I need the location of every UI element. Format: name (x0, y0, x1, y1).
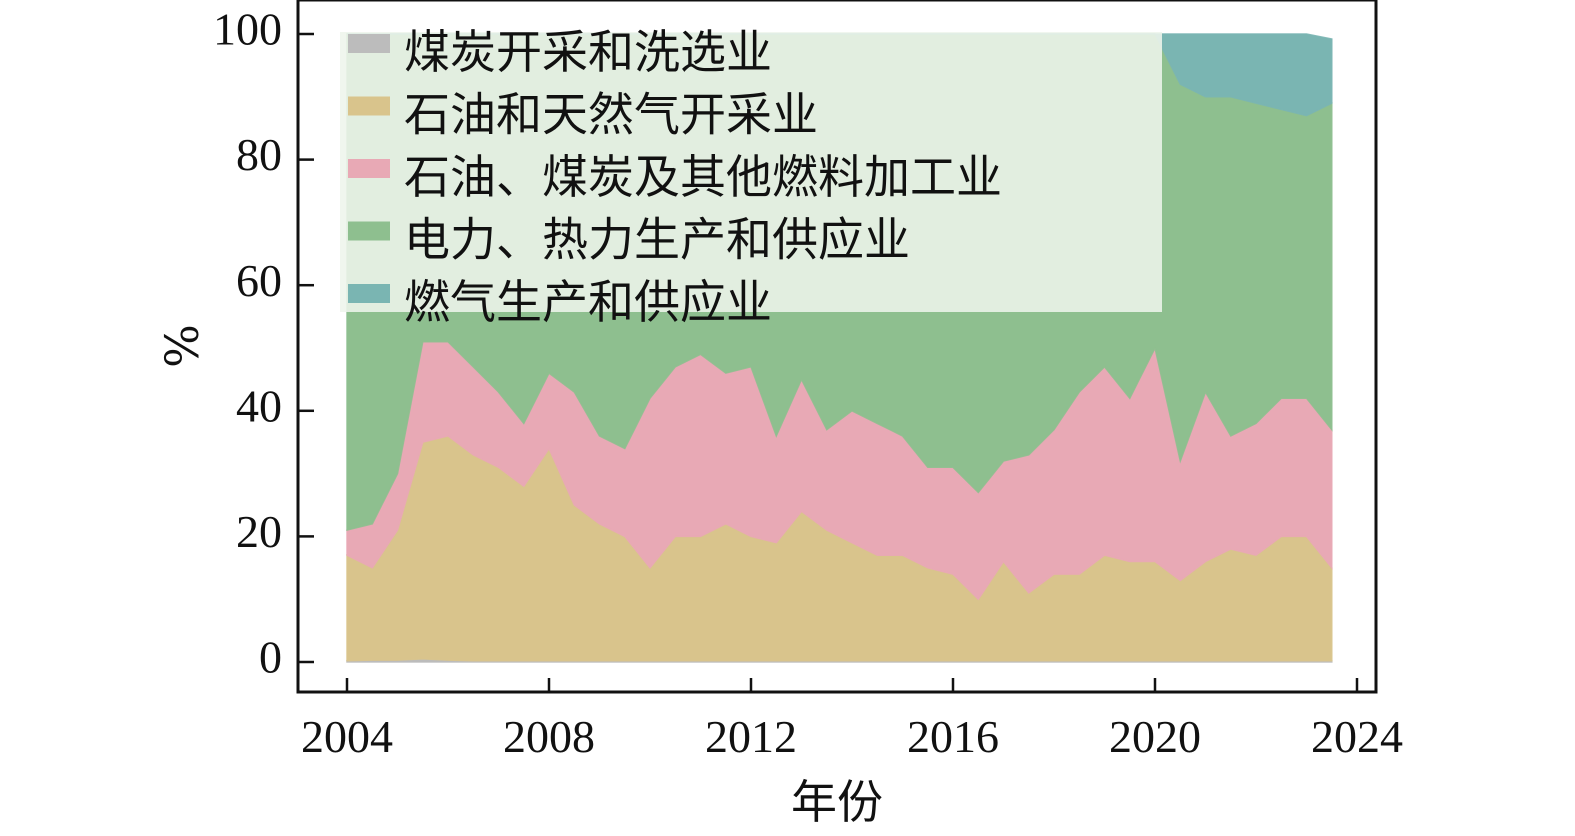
y-axis-label: % (155, 324, 209, 368)
plot-frame (296, 0, 1378, 694)
legend-label-2: 石油、煤炭及其他燃料加工业 (404, 150, 1002, 204)
x-tick-label: 2008 (503, 711, 595, 762)
legend-label-3: 电力、热力生产和供应业 (404, 213, 910, 267)
x-tick-label: 2012 (705, 711, 797, 762)
x-tick-label: 2024 (1311, 711, 1403, 762)
legend-label-4: 燃气生产和供应业 (404, 275, 772, 329)
legend-label-0: 煤炭开采和洗选业 (404, 25, 772, 79)
legend-background (340, 32, 1162, 312)
legend-swatch-1 (348, 96, 390, 116)
y-tick-label: 60 (236, 255, 282, 306)
y-axis: 0 20 40 60 80 100 (213, 4, 314, 683)
x-axis: 2004 2008 2012 2016 2020 2024 (301, 678, 1403, 762)
x-tick-label: 2020 (1109, 711, 1201, 762)
legend-swatch-0 (348, 34, 390, 53)
y-tick-label: 100 (213, 4, 282, 55)
y-tick-label: 20 (236, 506, 282, 557)
legend-swatch-4 (348, 284, 390, 303)
x-tick-label: 2004 (301, 711, 393, 762)
legend-swatch-3 (348, 221, 390, 241)
legend: 煤炭开采和洗选业石油和天然气开采业石油、煤炭及其他燃料加工业电力、热力生产和供应… (340, 25, 1162, 329)
legend-swatch-2 (348, 159, 390, 178)
legend-label-1: 石油和天然气开采业 (404, 88, 818, 142)
y-tick-label: 40 (236, 380, 282, 431)
y-tick-label: 80 (236, 129, 282, 180)
y-tick-label: 0 (259, 632, 282, 683)
x-axis-label: 年份 (791, 775, 883, 829)
x-tick-label: 2016 (907, 711, 999, 762)
